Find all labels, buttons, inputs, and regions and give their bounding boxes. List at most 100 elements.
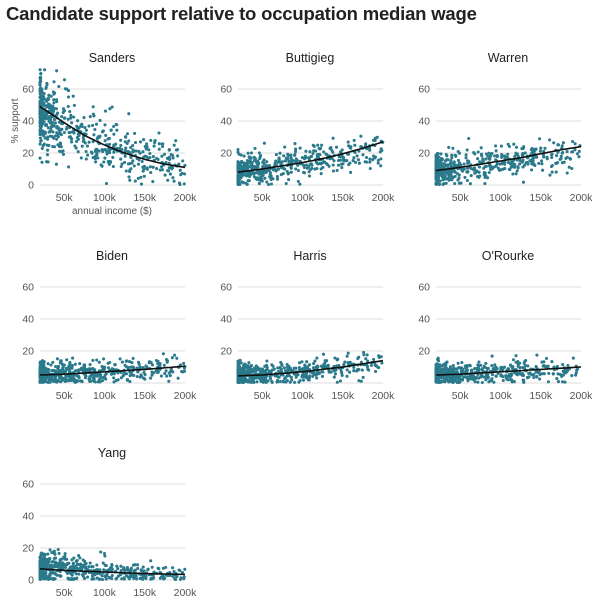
data-point xyxy=(168,157,172,161)
data-point xyxy=(49,94,53,98)
data-point xyxy=(80,144,84,148)
data-point xyxy=(307,157,311,161)
data-point xyxy=(72,103,76,107)
data-point xyxy=(63,565,68,569)
data-point xyxy=(338,379,342,383)
data-point xyxy=(305,360,309,364)
data-point xyxy=(169,368,173,372)
data-point xyxy=(334,145,339,149)
data-point xyxy=(65,562,69,567)
data-point xyxy=(247,380,251,384)
data-point xyxy=(493,363,497,367)
data-point xyxy=(148,151,152,156)
scatter-points xyxy=(434,353,580,385)
data-point xyxy=(47,143,51,147)
data-point xyxy=(324,152,328,156)
data-point xyxy=(45,153,50,157)
data-point xyxy=(74,559,78,563)
data-point xyxy=(38,88,42,92)
data-point xyxy=(165,156,169,160)
data-point xyxy=(555,154,559,158)
data-point xyxy=(535,353,539,357)
data-point xyxy=(532,375,536,380)
data-point xyxy=(178,182,182,187)
data-point xyxy=(46,126,50,130)
data-point xyxy=(501,167,505,171)
data-point xyxy=(151,155,155,159)
data-point xyxy=(49,363,53,367)
data-point xyxy=(145,167,149,171)
data-point xyxy=(564,371,568,375)
data-point xyxy=(108,576,112,580)
data-point xyxy=(50,571,54,575)
data-point xyxy=(54,98,59,102)
data-point xyxy=(156,362,160,366)
data-point xyxy=(110,573,114,578)
data-point xyxy=(149,138,153,142)
data-point xyxy=(546,364,550,368)
data-point xyxy=(318,147,322,151)
data-point xyxy=(153,138,157,143)
data-point xyxy=(96,135,100,139)
data-point xyxy=(243,378,247,382)
data-point xyxy=(42,97,46,101)
data-point xyxy=(82,366,87,370)
data-point xyxy=(70,366,74,370)
data-point xyxy=(73,144,77,148)
data-point xyxy=(368,157,372,161)
data-point xyxy=(127,112,131,116)
data-point xyxy=(139,577,144,581)
data-point xyxy=(253,156,257,160)
data-point xyxy=(114,577,118,581)
x-tick-label: 100k xyxy=(93,390,117,402)
data-point xyxy=(85,575,90,579)
data-point xyxy=(343,360,347,364)
data-point xyxy=(127,139,131,143)
data-point xyxy=(368,160,372,164)
data-point xyxy=(127,360,132,364)
data-point xyxy=(457,176,461,180)
data-point xyxy=(104,148,108,152)
data-point xyxy=(555,364,559,368)
data-point xyxy=(81,563,85,567)
data-point xyxy=(311,366,315,370)
data-point xyxy=(441,182,445,186)
data-point xyxy=(102,160,106,164)
data-point xyxy=(57,368,61,372)
data-point xyxy=(99,373,103,377)
data-point xyxy=(135,366,139,370)
data-point xyxy=(452,160,456,164)
data-point xyxy=(260,170,264,174)
data-point xyxy=(447,145,451,149)
data-point xyxy=(546,380,550,384)
data-point xyxy=(125,132,130,136)
data-point xyxy=(286,153,290,157)
y-tick-label: 40 xyxy=(418,116,430,128)
data-point xyxy=(62,563,66,567)
data-point xyxy=(275,175,279,179)
data-point xyxy=(450,153,454,157)
data-point xyxy=(453,174,457,178)
data-point xyxy=(346,361,350,365)
data-point xyxy=(319,172,323,176)
data-point xyxy=(51,90,55,94)
data-point xyxy=(497,168,501,172)
data-point xyxy=(479,146,483,150)
data-point xyxy=(49,127,53,131)
data-point xyxy=(54,162,58,166)
data-point xyxy=(284,380,288,384)
data-point xyxy=(310,166,314,170)
data-point xyxy=(174,148,178,152)
data-point xyxy=(257,181,261,185)
data-point xyxy=(141,165,145,169)
data-point xyxy=(78,362,82,366)
data-point xyxy=(133,131,137,135)
data-point xyxy=(362,353,366,357)
data-point xyxy=(98,118,102,122)
data-point xyxy=(498,162,502,166)
data-point xyxy=(51,360,55,364)
data-point xyxy=(356,158,360,162)
data-point xyxy=(511,358,516,362)
data-point xyxy=(56,561,60,566)
data-point xyxy=(150,373,154,377)
